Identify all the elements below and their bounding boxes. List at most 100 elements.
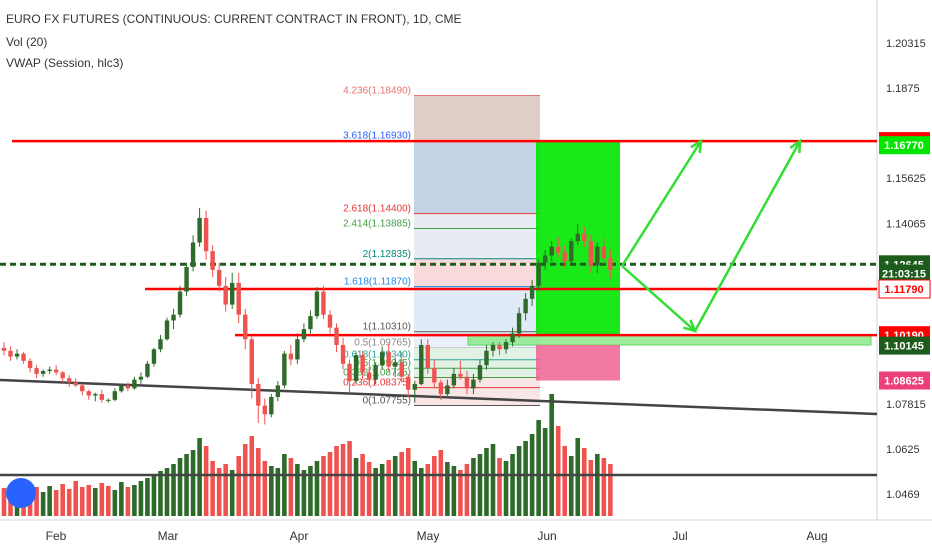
volume-bar xyxy=(190,450,196,516)
price-tag-label: 21:03:15 xyxy=(882,269,926,281)
volume-bar xyxy=(464,464,470,516)
volume-bar xyxy=(549,394,554,516)
volume-bar xyxy=(562,446,568,516)
candle-body xyxy=(27,360,33,369)
candle-body xyxy=(106,399,111,401)
volume-bar xyxy=(425,464,431,516)
fib-zone xyxy=(414,95,540,141)
candle-body xyxy=(301,329,307,340)
candle-body xyxy=(158,339,163,350)
volume-bar xyxy=(106,486,111,516)
candle-body xyxy=(353,355,359,382)
stop-loss-zone xyxy=(536,344,620,381)
candle-body xyxy=(8,350,13,357)
volume-bar xyxy=(164,468,170,516)
volume-bar xyxy=(262,461,268,516)
candle-body xyxy=(582,233,587,242)
price-tag-label: 1.11790 xyxy=(884,284,923,296)
volume-bar xyxy=(8,494,13,516)
candle-body xyxy=(595,246,600,266)
volume-bar xyxy=(601,458,607,516)
candle-body xyxy=(197,217,202,243)
tradingview-logo-icon[interactable] xyxy=(6,478,36,508)
candle-body xyxy=(223,285,228,305)
candle-body xyxy=(184,267,189,292)
volume-bar xyxy=(484,448,489,516)
candle-body xyxy=(458,373,463,377)
candle-body xyxy=(177,291,183,315)
volume-bar xyxy=(112,490,118,516)
candle-body xyxy=(569,241,574,262)
support-trendline xyxy=(0,378,878,416)
candle-body xyxy=(373,365,378,380)
volume-bar xyxy=(295,464,300,516)
price-tag-label: 1.10145 xyxy=(884,341,924,353)
candle-body xyxy=(288,353,294,360)
candle-body xyxy=(523,298,528,314)
volume-bar xyxy=(119,482,124,516)
candle-body xyxy=(132,379,137,389)
candle-body xyxy=(262,405,267,415)
time-tick-label: May xyxy=(417,529,440,543)
candle-body xyxy=(484,350,489,366)
volume-bar xyxy=(321,456,326,516)
candle-body xyxy=(112,391,118,400)
volume-bar xyxy=(412,461,418,516)
volume-bar xyxy=(608,464,613,516)
candle-body xyxy=(216,269,222,286)
candle-body xyxy=(360,355,365,373)
candle-body xyxy=(60,372,65,379)
volume-bar xyxy=(347,441,352,516)
candle-body xyxy=(516,313,522,334)
candle-body xyxy=(393,362,398,367)
candle-body xyxy=(119,385,124,392)
vwap-indicator-label[interactable]: VWAP (Session, hlc3) xyxy=(6,56,124,70)
candle-body xyxy=(67,378,72,383)
volume-bar xyxy=(451,466,457,516)
price-tick-label: 1.07815 xyxy=(886,399,926,411)
candle-body xyxy=(542,255,548,263)
price-tick-label: 1.0625 xyxy=(886,444,920,456)
volume-bar xyxy=(445,462,450,516)
candle-body xyxy=(236,282,241,315)
price-tag-label: 1.08625 xyxy=(884,376,924,388)
candle-body xyxy=(14,353,20,357)
candle-body xyxy=(510,333,515,343)
candle-body xyxy=(425,344,430,369)
volume-indicator-label[interactable]: Vol (20) xyxy=(6,35,48,49)
candle-body xyxy=(490,344,496,351)
support-zone xyxy=(467,334,872,346)
candle-body xyxy=(562,252,567,262)
price-tick-label: 1.14065 xyxy=(886,218,926,230)
candle-body xyxy=(282,353,287,386)
volume-bar xyxy=(47,486,52,516)
volume-bar xyxy=(216,468,222,516)
volume-bar xyxy=(568,456,574,516)
candle-body xyxy=(190,242,196,268)
candle-body xyxy=(249,339,254,384)
price-tick-label: 1.20315 xyxy=(886,38,926,50)
volume-bar xyxy=(458,470,463,516)
volume-bar xyxy=(353,458,359,516)
candle-body xyxy=(171,314,176,321)
volume-bar xyxy=(314,461,320,516)
fib-level-label: 1.618(1.11870) xyxy=(344,277,411,288)
projection-arrow xyxy=(621,265,696,332)
price-tick-label: 1.15625 xyxy=(886,173,926,185)
candle-body xyxy=(80,385,85,392)
candle-body xyxy=(230,282,235,305)
volume-bar xyxy=(379,464,385,516)
volume-bar xyxy=(138,481,144,516)
fib-zone xyxy=(414,213,540,259)
volume-bar xyxy=(229,470,235,516)
volume-bar xyxy=(366,462,372,516)
fib-level-label: 2.618(1.14400) xyxy=(343,204,411,215)
volume-bar xyxy=(132,485,137,516)
candle-body xyxy=(399,362,404,377)
candle-body xyxy=(93,394,98,396)
candle-body xyxy=(256,383,261,406)
fib-level-label: 0.618(1.09340) xyxy=(343,350,411,361)
price-tag xyxy=(879,136,930,155)
volume-bar xyxy=(151,474,157,516)
